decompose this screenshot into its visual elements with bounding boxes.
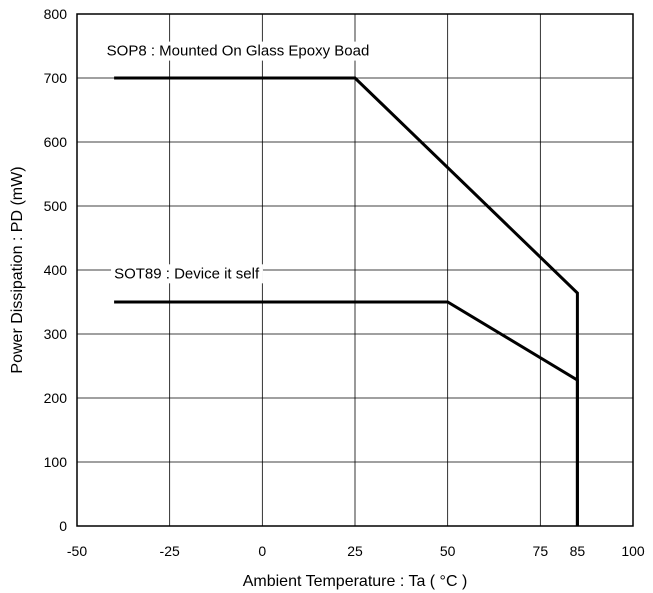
x-tick-label: 75 xyxy=(533,543,549,559)
series-label-background xyxy=(111,264,263,284)
series-lines: SOP8 : Mounted On Glass Epoxy Boad SOT89 … xyxy=(103,41,579,526)
y-axis-title: Power Dissipation : PD (mW) xyxy=(9,166,26,373)
y-tick-label: 0 xyxy=(59,518,67,534)
plot-area-frame xyxy=(76,13,634,527)
tick-labels: -50 -25 0 25 50 75 85 100 0 100 200 300 400 500 600 700… xyxy=(44,6,645,559)
y-tick-label: 400 xyxy=(44,262,68,278)
y-tick-label: 800 xyxy=(44,6,68,22)
series-label-2: SOT89 : Device it self xyxy=(114,265,260,282)
x-tick-label: 85 xyxy=(570,543,586,559)
y-tick-label: 300 xyxy=(44,326,68,342)
series-label-1: SOP8 : Mounted On Glass Epoxy Boad xyxy=(107,43,370,60)
y-tick-label: 500 xyxy=(44,198,68,214)
x-tick-label: 0 xyxy=(258,543,266,559)
x-axis-title: Ambient Temperature : Ta ( °C ) xyxy=(243,573,468,590)
x-tick-label: 50 xyxy=(440,543,456,559)
x-tick-label: 100 xyxy=(621,543,645,559)
y-tick-label: 200 xyxy=(44,390,68,406)
x-tick-label: -25 xyxy=(160,543,180,559)
x-tick-label: 25 xyxy=(347,543,363,559)
y-tick-label: 100 xyxy=(44,454,68,470)
y-tick-label: 700 xyxy=(44,70,68,86)
series-label-background xyxy=(103,41,373,61)
series-line-2 xyxy=(114,300,579,526)
x-tick-label: -50 xyxy=(67,543,87,559)
y-tick-label: 600 xyxy=(44,134,68,150)
